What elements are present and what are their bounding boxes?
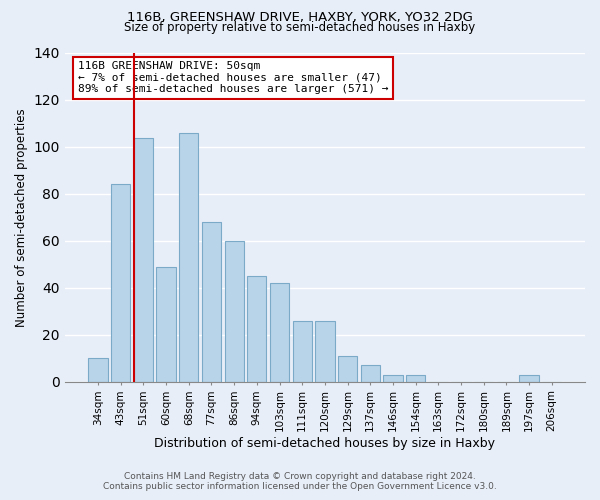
Bar	[179, 133, 199, 382]
Bar	[202, 222, 221, 382]
Bar	[406, 374, 425, 382]
Bar	[224, 241, 244, 382]
Bar	[383, 374, 403, 382]
Text: Size of property relative to semi-detached houses in Haxby: Size of property relative to semi-detach…	[124, 22, 476, 35]
Bar	[157, 266, 176, 382]
Bar	[134, 138, 153, 382]
Bar	[270, 283, 289, 382]
Text: 116B, GREENSHAW DRIVE, HAXBY, YORK, YO32 2DG: 116B, GREENSHAW DRIVE, HAXBY, YORK, YO32…	[127, 11, 473, 24]
Bar	[111, 184, 130, 382]
Bar	[520, 374, 539, 382]
Text: Contains HM Land Registry data © Crown copyright and database right 2024.
Contai: Contains HM Land Registry data © Crown c…	[103, 472, 497, 491]
Bar	[338, 356, 357, 382]
Bar	[315, 320, 335, 382]
Y-axis label: Number of semi-detached properties: Number of semi-detached properties	[15, 108, 28, 326]
X-axis label: Distribution of semi-detached houses by size in Haxby: Distribution of semi-detached houses by …	[154, 437, 496, 450]
Bar	[293, 320, 312, 382]
Bar	[88, 358, 108, 382]
Bar	[247, 276, 266, 382]
Text: 116B GREENSHAW DRIVE: 50sqm
← 7% of semi-detached houses are smaller (47)
89% of: 116B GREENSHAW DRIVE: 50sqm ← 7% of semi…	[78, 61, 388, 94]
Bar	[361, 365, 380, 382]
